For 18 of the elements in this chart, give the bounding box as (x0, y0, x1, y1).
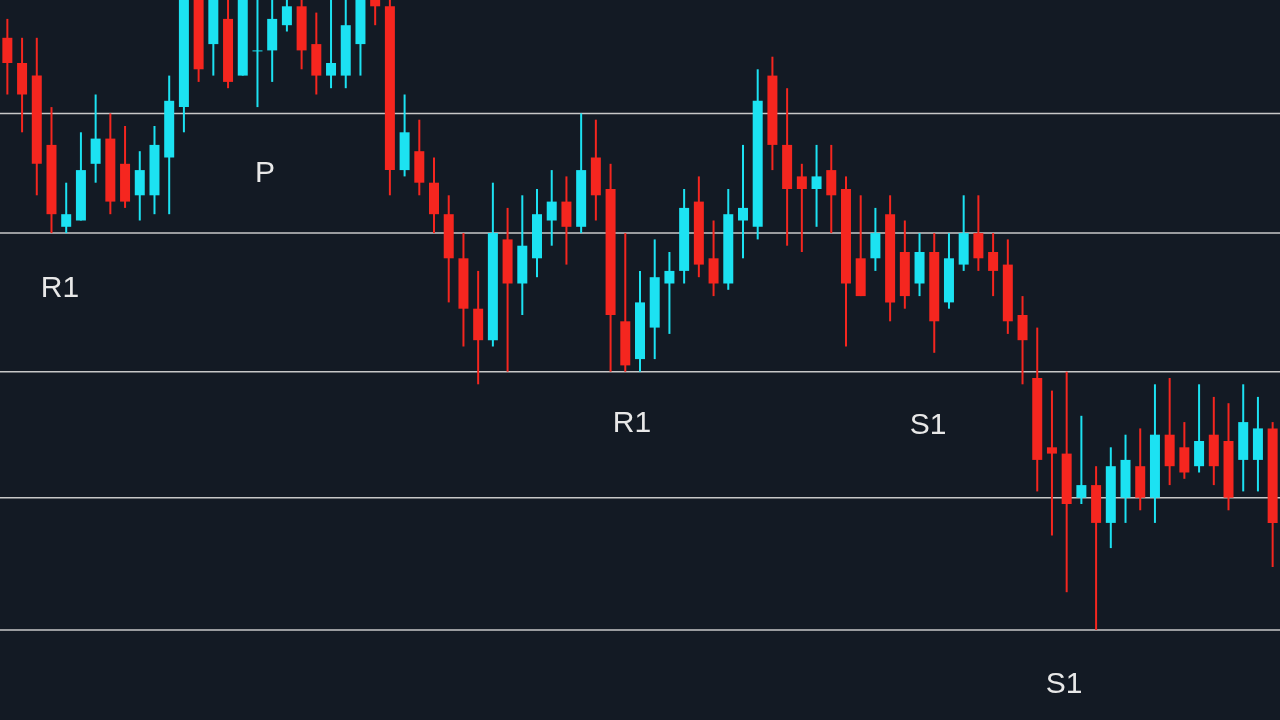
ref-line-label: R1 (40, 270, 80, 304)
ref-line-label: S1 (909, 406, 947, 440)
candlestick (546, 169, 557, 247)
candlestick (664, 251, 675, 335)
candlestick (252, 0, 263, 109)
candlestick (326, 0, 337, 90)
candlestick (370, 0, 381, 27)
ref-line-label: P (254, 154, 276, 188)
ref-line-label: R1 (612, 404, 652, 438)
candlestick (1076, 414, 1087, 505)
candlestick (988, 232, 999, 298)
candlestick (796, 162, 807, 253)
ref-line-label: S1 (1045, 666, 1083, 700)
candlestick (737, 143, 748, 260)
candlestick (1046, 389, 1057, 537)
candlestick (281, 0, 292, 33)
candlestick (811, 143, 822, 228)
candlestick (61, 181, 72, 235)
